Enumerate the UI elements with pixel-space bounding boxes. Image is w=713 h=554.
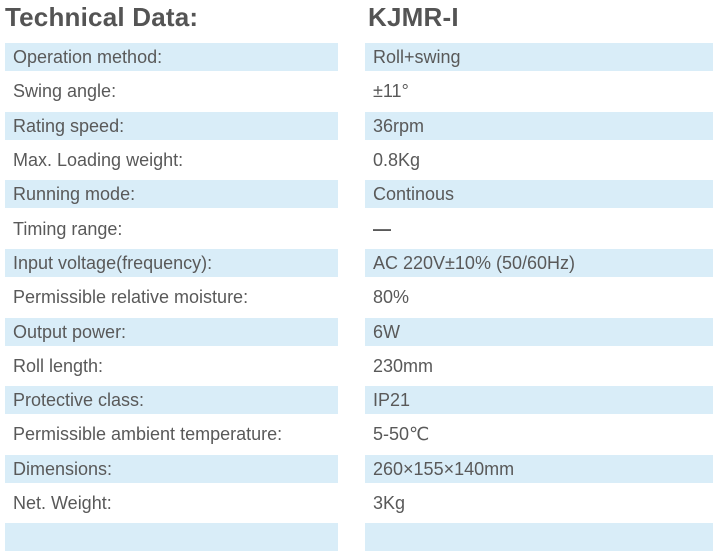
- spec-value: 0.8Kg: [373, 150, 421, 171]
- table-row: Running mode: Continous: [0, 177, 713, 211]
- spec-value: IP21: [365, 386, 713, 415]
- spec-label: [5, 523, 338, 552]
- spec-label: Swing angle:: [13, 81, 117, 102]
- spec-label: Protective class:: [5, 386, 338, 415]
- table-row: Net. Weight: 3Kg: [0, 486, 713, 520]
- spec-label: Max. Loading weight:: [13, 150, 184, 171]
- spec-label: Output power:: [5, 317, 338, 346]
- table-row: Roll length: 230mm: [0, 349, 713, 383]
- spec-label: Rating speed:: [5, 111, 338, 140]
- table-row: Rating speed: 36rpm: [0, 109, 713, 143]
- page-header: Technical Data: KJMR-I: [0, 0, 713, 40]
- spec-value: 260×155×140mm: [365, 454, 713, 483]
- table-row: Protective class: IP21: [0, 383, 713, 417]
- table-row: Operation method: Roll+swing: [0, 40, 713, 74]
- spec-label: Operation method:: [5, 43, 338, 72]
- table-row: Timing range: —: [0, 211, 713, 245]
- spec-value: 6W: [365, 317, 713, 346]
- spec-label: Permissible ambient temperature:: [13, 424, 283, 445]
- spec-value: AC 220V±10% (50/60Hz): [365, 248, 713, 277]
- table-row-partial: [0, 520, 713, 554]
- spec-label: Permissible relative moisture:: [13, 287, 249, 308]
- spec-label: Dimensions:: [5, 454, 338, 483]
- spec-label: Roll length:: [13, 355, 104, 376]
- spec-value: ±11°: [373, 81, 409, 102]
- page-title: Technical Data:: [5, 2, 199, 32]
- spec-value: Roll+swing: [365, 43, 713, 72]
- table-row: Output power: 6W: [0, 314, 713, 348]
- table-row: Permissible relative moisture: 80%: [0, 280, 713, 314]
- spec-value: 80%: [373, 287, 410, 308]
- table-row: Dimensions: 260×155×140mm: [0, 452, 713, 486]
- model-name: KJMR-I: [368, 2, 459, 32]
- spec-value: —: [373, 218, 391, 239]
- spec-value: [365, 523, 713, 552]
- spec-value: 5-50℃: [373, 424, 430, 445]
- spec-value: Continous: [365, 180, 713, 209]
- spec-value: 230mm: [373, 355, 434, 376]
- spec-value: 36rpm: [365, 111, 713, 140]
- table-row: Max. Loading weight: 0.8Kg: [0, 143, 713, 177]
- table-row: Swing angle: ±11°: [0, 74, 713, 108]
- table-row: Input voltage(frequency): AC 220V±10% (5…: [0, 246, 713, 280]
- table-row: Permissible ambient temperature: 5-50℃: [0, 417, 713, 451]
- spec-table: Operation method: Roll+swing Swing angle…: [0, 40, 713, 554]
- spec-label: Net. Weight:: [13, 493, 112, 513]
- spec-label: Input voltage(frequency):: [5, 248, 338, 277]
- spec-label: Running mode:: [5, 180, 338, 209]
- spec-value: 3Kg: [373, 493, 406, 513]
- spec-label: Timing range:: [13, 218, 123, 239]
